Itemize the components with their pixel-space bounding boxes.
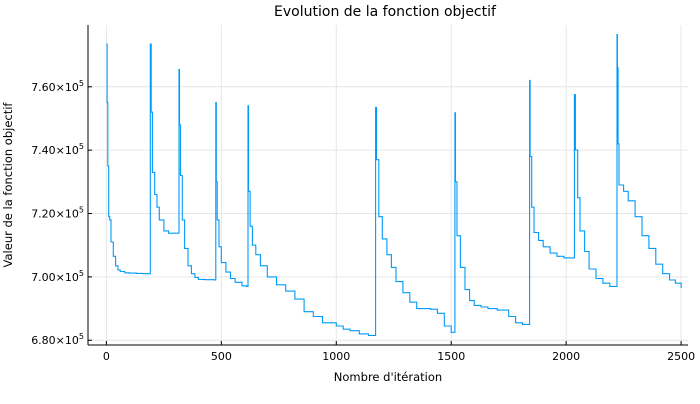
y-tick-mantissa: 7.00×10 xyxy=(31,271,79,284)
y-tick-label: 7.20×105 xyxy=(31,206,84,221)
x-tick-label: 500 xyxy=(211,350,232,363)
x-tick-label: 2000 xyxy=(552,350,580,363)
y-tick-label: 6.80×105 xyxy=(31,332,84,347)
grid-lines xyxy=(88,25,688,345)
y-tick-exponent: 5 xyxy=(79,142,84,151)
y-tick-label: 7.00×105 xyxy=(31,269,84,284)
x-tick-label: 0 xyxy=(103,350,110,363)
y-tick-mantissa: 7.20×10 xyxy=(31,208,79,221)
y-tick-mantissa: 6.80×10 xyxy=(31,334,79,347)
objective-line xyxy=(106,33,682,337)
y-axis-label: Valeur de la fonction objectif xyxy=(1,102,15,268)
x-tick-label: 2500 xyxy=(667,350,695,363)
y-tick-label: 7.40×105 xyxy=(31,142,84,157)
x-tick-labels: 0 500 1000 1500 2000 2500 xyxy=(103,341,695,363)
chart-title: Evolution de la fonction objectif xyxy=(274,4,497,20)
y-tick-exponent: 5 xyxy=(79,79,84,88)
y-tick-exponent: 5 xyxy=(79,206,84,215)
axes xyxy=(87,25,688,346)
x-axis-label: Nombre d'itération xyxy=(334,370,442,384)
series-layer xyxy=(106,33,682,337)
x-tick-label: 1000 xyxy=(322,350,350,363)
y-tick-mantissa: 7.40×10 xyxy=(31,144,79,157)
x-tick-label: 1500 xyxy=(437,350,465,363)
y-tick-exponent: 5 xyxy=(79,269,84,278)
y-tick-exponent: 5 xyxy=(79,332,84,341)
y-tick-mantissa: 7.60×10 xyxy=(31,81,79,94)
y-tick-label: 7.60×105 xyxy=(31,79,84,94)
